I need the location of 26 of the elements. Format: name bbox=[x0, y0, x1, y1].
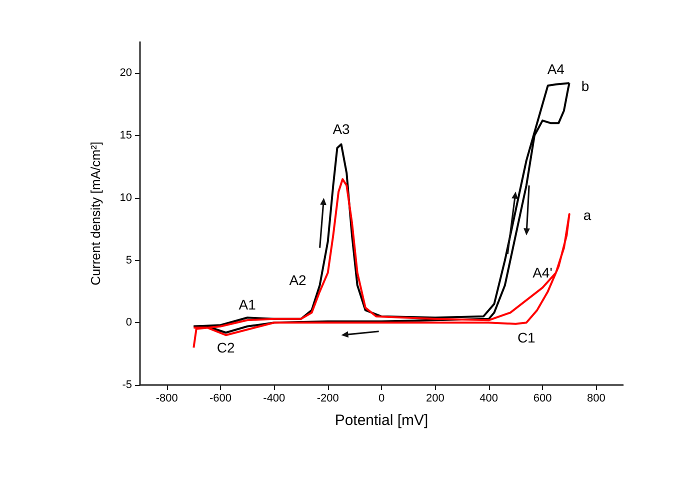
y-tick-label: 10 bbox=[120, 192, 132, 204]
x-tick-label: 0 bbox=[378, 392, 385, 404]
x-tick-label: -600 bbox=[209, 392, 232, 404]
annotation: A4 bbox=[547, 61, 565, 78]
annotation: A4' bbox=[532, 264, 552, 280]
y-tick-label: 0 bbox=[126, 316, 132, 329]
y-tick-label: 15 bbox=[120, 130, 132, 142]
y-tick-label: 20 bbox=[120, 67, 132, 80]
x-tick-label: 600 bbox=[533, 392, 552, 404]
x-tick-label: 200 bbox=[426, 392, 444, 404]
x-tick-label: -200 bbox=[316, 392, 339, 404]
annotation: C2 bbox=[216, 339, 236, 356]
annotation: C1 bbox=[517, 329, 536, 346]
x-tick-label: 800 bbox=[586, 392, 606, 404]
x-axis-title: Potential [mV] bbox=[334, 412, 428, 429]
annotation: A2 bbox=[289, 272, 307, 288]
y-tick-label: 5 bbox=[126, 254, 132, 266]
annotation: A3 bbox=[332, 120, 350, 137]
annotation: a bbox=[583, 206, 592, 223]
x-tick-label: 400 bbox=[480, 392, 498, 404]
y-tick-label: -5 bbox=[122, 379, 132, 391]
x-tick-label: -800 bbox=[156, 392, 178, 404]
annotation: A1 bbox=[238, 296, 256, 312]
annotation: b bbox=[581, 78, 590, 94]
x-tick-label: -400 bbox=[263, 392, 286, 404]
y-axis-title: Current density [mA/cm²] bbox=[88, 142, 103, 286]
